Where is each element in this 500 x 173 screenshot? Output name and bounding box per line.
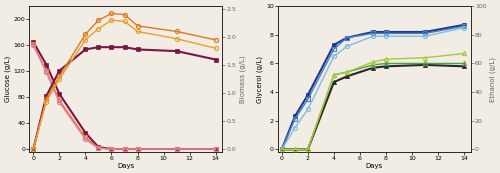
Y-axis label: Biomass (g/L): Biomass (g/L) (239, 55, 246, 103)
Y-axis label: Glycerol (g/L): Glycerol (g/L) (256, 56, 263, 103)
X-axis label: Days: Days (366, 163, 383, 169)
X-axis label: Days: Days (117, 163, 134, 169)
Y-axis label: Ethanol (g/L): Ethanol (g/L) (490, 57, 496, 102)
Y-axis label: Glucose (g/L): Glucose (g/L) (4, 56, 10, 102)
